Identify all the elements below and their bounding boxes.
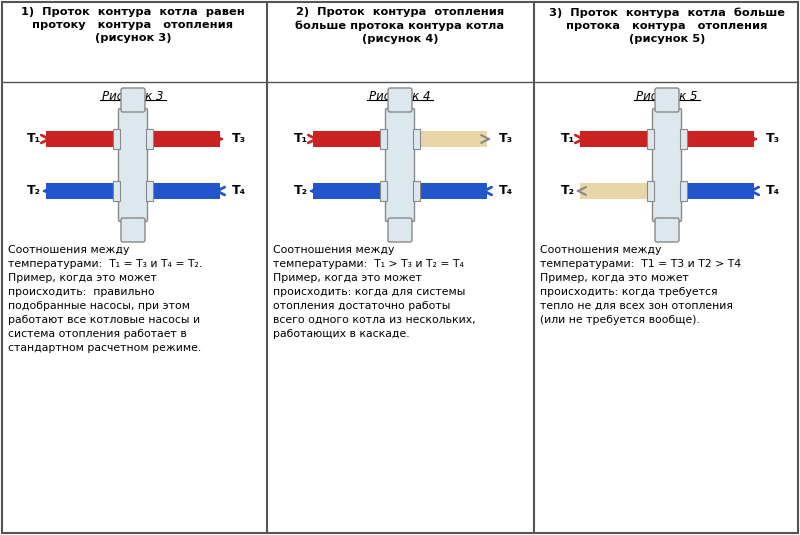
Text: Рисунок 5: Рисунок 5 <box>636 90 698 103</box>
Text: T₃: T₃ <box>766 133 780 146</box>
FancyBboxPatch shape <box>413 129 420 149</box>
Text: T₁: T₁ <box>294 133 308 146</box>
FancyBboxPatch shape <box>647 129 654 149</box>
FancyBboxPatch shape <box>680 129 687 149</box>
FancyBboxPatch shape <box>655 88 679 112</box>
FancyBboxPatch shape <box>121 218 145 242</box>
Text: 3)  Проток  контура  котла  больше
протока   контура   отопления
(рисунок 5): 3) Проток контура котла больше протока к… <box>549 7 785 44</box>
Bar <box>393 165 407 183</box>
Bar <box>580 131 754 147</box>
FancyBboxPatch shape <box>113 181 120 201</box>
FancyBboxPatch shape <box>146 129 153 149</box>
Text: T₂: T₂ <box>27 185 41 197</box>
Bar <box>393 147 407 165</box>
Text: T₄: T₄ <box>232 185 246 197</box>
Text: Рисунок 4: Рисунок 4 <box>370 90 430 103</box>
Text: T₂: T₂ <box>561 185 575 197</box>
FancyBboxPatch shape <box>146 181 153 201</box>
Bar <box>46 183 220 199</box>
Bar <box>313 131 386 147</box>
Text: Соотношения между
температурами:  Т₁ > Т₃ и Т₂ = Т₄
Пример, когда это может
прои: Соотношения между температурами: Т₁ > Т₃… <box>273 245 476 339</box>
FancyBboxPatch shape <box>647 181 654 201</box>
Text: T₂: T₂ <box>294 185 308 197</box>
FancyBboxPatch shape <box>413 181 420 201</box>
FancyBboxPatch shape <box>113 129 120 149</box>
FancyBboxPatch shape <box>655 218 679 242</box>
FancyBboxPatch shape <box>680 181 687 201</box>
Text: Рисунок 3: Рисунок 3 <box>102 90 164 103</box>
Text: 1)  Проток  контура  котла  равен
протоку   контура   отопления
(рисунок 3): 1) Проток контура котла равен протоку ко… <box>21 7 245 43</box>
FancyBboxPatch shape <box>386 109 414 221</box>
Bar <box>658 183 754 199</box>
Bar <box>386 131 487 147</box>
Text: Соотношения между
температурами:  T1 = T3 и T2 > T4
Пример, когда это может
прои: Соотношения между температурами: T1 = T3… <box>540 245 741 325</box>
FancyBboxPatch shape <box>388 88 412 112</box>
Text: T₁: T₁ <box>561 133 575 146</box>
Text: T₁: T₁ <box>27 133 41 146</box>
Text: T₄: T₄ <box>766 185 780 197</box>
Text: T₃: T₃ <box>499 133 513 146</box>
Bar <box>660 165 674 183</box>
Bar <box>580 183 658 199</box>
Text: T₄: T₄ <box>499 185 513 197</box>
FancyBboxPatch shape <box>380 181 387 201</box>
FancyBboxPatch shape <box>388 218 412 242</box>
Text: Соотношения между
температурами:  Т₁ = Т₃ и Т₄ = Т₂.
Пример, когда это может
про: Соотношения между температурами: Т₁ = Т₃… <box>8 245 202 353</box>
Text: T₃: T₃ <box>232 133 246 146</box>
FancyBboxPatch shape <box>653 109 682 221</box>
Bar <box>660 147 674 165</box>
FancyBboxPatch shape <box>121 88 145 112</box>
Bar <box>313 183 487 199</box>
Text: 2)  Проток  контура  отопления
больше протока контура котла
(рисунок 4): 2) Проток контура отопления больше прото… <box>295 7 505 44</box>
Bar <box>46 131 220 147</box>
FancyBboxPatch shape <box>118 109 147 221</box>
FancyBboxPatch shape <box>380 129 387 149</box>
